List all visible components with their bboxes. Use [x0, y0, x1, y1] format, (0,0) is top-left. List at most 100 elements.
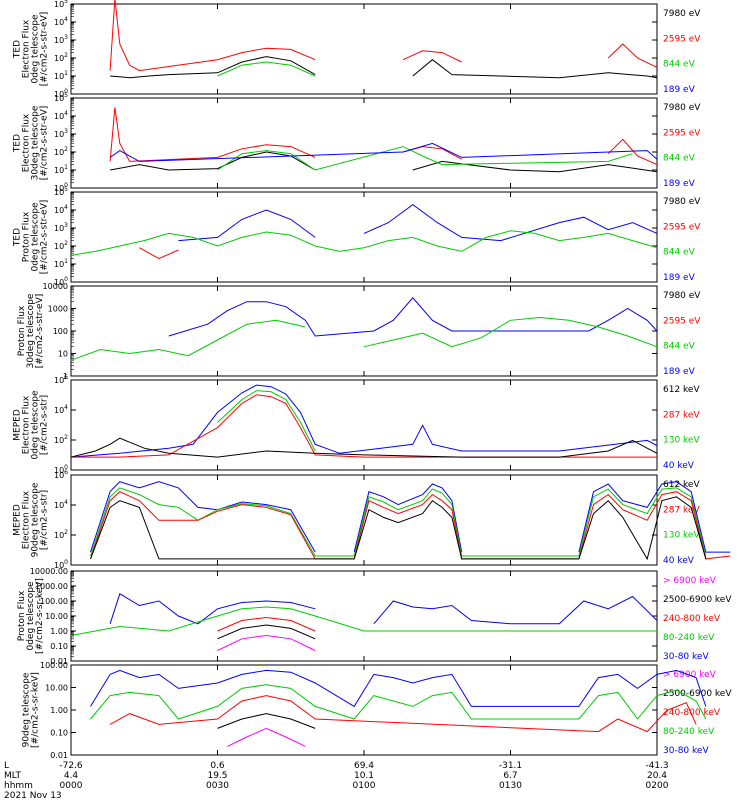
y-tick-label: 102 — [54, 52, 68, 63]
y-axis-label: [#/cm2-s-sr-keV] — [35, 578, 45, 654]
y-tick-label: 10.00 — [45, 612, 68, 621]
y-axis-label: Proton Flux — [22, 211, 32, 262]
x-tick-label-time: 0130 — [499, 781, 522, 791]
legend-entry: 189 eV — [663, 273, 696, 283]
legend-entry: 7980 eV — [663, 197, 701, 207]
y-axis-label: 0deg telescope — [31, 202, 41, 272]
y-tick-label: 104 — [54, 499, 68, 510]
y-axis-label: [#/cm2-s-str-eV] — [40, 200, 50, 275]
series-line-blue — [178, 203, 658, 242]
legend-entry: 287 keV — [663, 505, 700, 515]
series-line-green — [70, 606, 657, 636]
x-tick-label-time: 0100 — [353, 781, 376, 791]
legend-entry: 7980 eV — [663, 9, 701, 19]
y-axis-label: [#/cm2-s-str] — [40, 395, 50, 455]
legend-entry: 30-80 keV — [663, 746, 709, 756]
legend-entry: 189 eV — [663, 85, 696, 95]
y-tick-label: 102 — [54, 240, 68, 251]
series-line-green — [70, 316, 658, 361]
panel-7: 0.01 0.10 1.00 10.00 100.00 1000.00 10000.00 Pr… — [17, 567, 732, 666]
panel-3: 100 101 102 103 104 105 TED Proton Flux 0deg tel… — [13, 186, 702, 287]
series-line-blue — [90, 669, 707, 708]
y-tick-label: 100 — [54, 182, 68, 193]
y-tick-label: 102 — [54, 146, 68, 157]
y-tick-label: 101 — [54, 164, 68, 175]
series-line-blue — [168, 297, 658, 337]
y-tick-label: 1.00 — [50, 627, 68, 636]
y-tick-label: 101 — [54, 70, 68, 81]
y-tick-label: 0.01 — [50, 657, 68, 666]
series-line-green — [217, 146, 633, 171]
y-tick-label: 100 — [54, 559, 68, 570]
y-axis-label: Electron Flux — [22, 395, 32, 454]
y-axis-label: TED — [13, 40, 23, 59]
y-tick-label: 100.00 — [40, 597, 68, 606]
legend-entry: 844 eV — [663, 154, 696, 164]
legend-entry: 2595 eV — [663, 128, 701, 138]
y-axis-label: TED — [13, 134, 23, 153]
series-line-black — [110, 56, 658, 79]
series-line-green — [70, 230, 658, 256]
y-axis-label: 0deg telescope — [31, 14, 41, 84]
y-tick-label: 102 — [54, 529, 68, 540]
y-axis-label: MEPED — [13, 504, 23, 536]
y-tick-label: 1000.00 — [35, 582, 68, 591]
y-axis-label: 30deg telescope — [26, 293, 36, 368]
y-tick-label: 104 — [54, 404, 68, 415]
y-tick-label: 100 — [54, 276, 68, 287]
legend-entry: 130 keV — [663, 436, 700, 446]
series-line-blue — [109, 593, 658, 625]
legend-entry: 287 keV — [663, 410, 700, 420]
series-line-green — [90, 487, 707, 557]
y-tick-label: 102 — [54, 434, 68, 445]
series-line-black — [217, 624, 316, 640]
x-tick-label-MLT: 20.4 — [647, 771, 667, 781]
legend-entry: 7980 eV — [663, 291, 701, 301]
y-tick-label: 0.01 — [50, 751, 68, 760]
y-axis-label: 0deg telescope — [31, 390, 41, 460]
legend-entry: 240-800 keV — [663, 614, 721, 624]
legend-entry: 240-800 keV — [663, 708, 721, 718]
legend-entry: 2500-6900 keV — [663, 595, 732, 605]
legend-entry: 30-80 keV — [663, 652, 709, 662]
legend-entry: 2595 eV — [663, 34, 701, 44]
y-tick-label: 104 — [54, 204, 68, 215]
legend-entry: 189 eV — [663, 179, 696, 189]
series-line-blue — [90, 481, 731, 553]
x-tick-label-MLT: 6.7 — [503, 771, 517, 781]
panel-6: 100 102 104 106 MEPED Electron Flux 90deg tele… — [13, 469, 731, 570]
series-line-green — [217, 61, 316, 77]
series-line-black — [217, 713, 316, 729]
x-tick-label-MLT: 19.5 — [207, 771, 227, 781]
x-row-label-L: L — [4, 761, 9, 771]
x-tick-label-L: -72.6 — [59, 761, 83, 771]
panel-4: 1 10 100 1000 10000 Proton Flux 30deg telescop… — [17, 282, 701, 381]
y-tick-label: 101 — [54, 258, 68, 269]
date-label: 2021 Nov 13 — [4, 791, 62, 800]
x-tick-label-time: 0200 — [646, 781, 669, 791]
y-tick-label: 0.10 — [50, 642, 68, 651]
series-line-magenta — [217, 634, 316, 651]
y-axis-label: MEPED — [13, 409, 23, 441]
y-tick-label: 105 — [54, 186, 68, 197]
x-tick-label-L: 69.4 — [354, 761, 374, 771]
series-line-blue — [109, 142, 658, 162]
y-tick-label: 105 — [54, 0, 68, 9]
legend-entry: 844 eV — [663, 342, 696, 352]
legend-entry: 2595 eV — [663, 316, 701, 326]
panel-8: 0.01 0.10 1.00 10.00 100.00 90deg telescope [#… — [22, 661, 733, 760]
x-tick-label-time: 0030 — [206, 781, 229, 791]
y-axis-label: 0deg telescope — [26, 581, 36, 651]
panel-2: 100 101 102 103 104 105 TED Electron Flux 30deg … — [13, 92, 702, 193]
series-line-blue — [70, 384, 658, 458]
series-line-green — [90, 684, 707, 720]
legend-entry: 2595 eV — [663, 222, 701, 232]
panel-5: 100 102 104 106 MEPED Electron Flux 0deg teles… — [13, 374, 701, 475]
y-tick-label: 103 — [54, 128, 68, 139]
y-tick-label: 106 — [54, 374, 68, 385]
series-line-red — [139, 247, 179, 260]
y-tick-label: 10.00 — [45, 684, 68, 693]
series-line-black — [90, 496, 707, 561]
y-tick-label: 103 — [54, 222, 68, 233]
legend-entry: 612 keV — [663, 385, 700, 395]
